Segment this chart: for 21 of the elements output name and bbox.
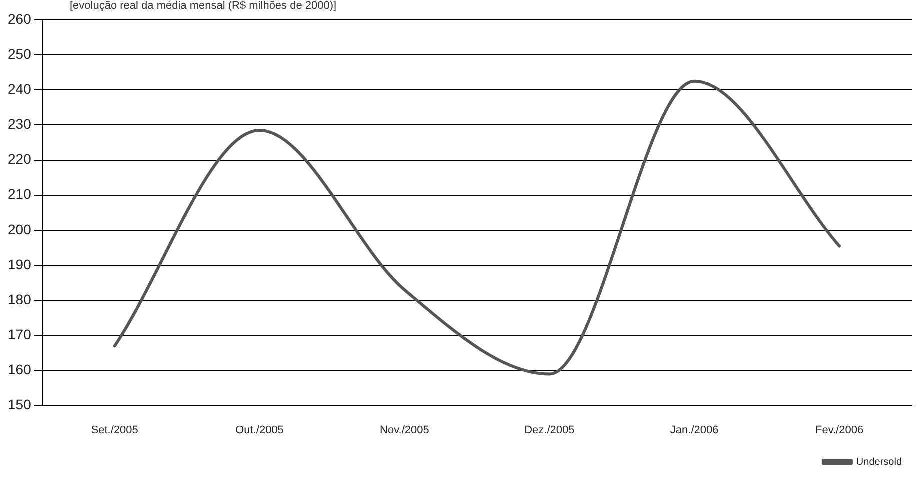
x-tick-label: Dez./2005 [524, 424, 575, 436]
x-tick-label: Nov./2005 [380, 424, 430, 436]
y-tick-label: 230 [8, 116, 32, 132]
y-tick-label: 190 [8, 256, 32, 272]
y-tick-label: 170 [8, 326, 32, 343]
x-tick-label: Set./2005 [91, 424, 138, 436]
chart-title: [evolução real da média mensal (R$ milhões de 2000)] [70, 0, 337, 12]
y-tick-label: 160 [8, 362, 32, 378]
line-series [113, 80, 842, 376]
y-tick-label: 220 [8, 151, 32, 168]
x-tick-label: Out./2005 [236, 424, 284, 436]
y-tick-label: 210 [8, 186, 32, 202]
y-tick-label: 150 [8, 396, 32, 413]
x-tick-label: Fev./2006 [815, 424, 864, 436]
y-tick-label: 200 [8, 221, 32, 238]
y-tick-label: 240 [8, 81, 32, 98]
y-tick-label: 180 [8, 291, 32, 308]
y-tick-label: 260 [8, 10, 32, 27]
x-tick-label: Jan./2006 [670, 424, 719, 436]
y-tick-label: 250 [8, 46, 32, 62]
legend-label: Undersold [856, 456, 902, 468]
